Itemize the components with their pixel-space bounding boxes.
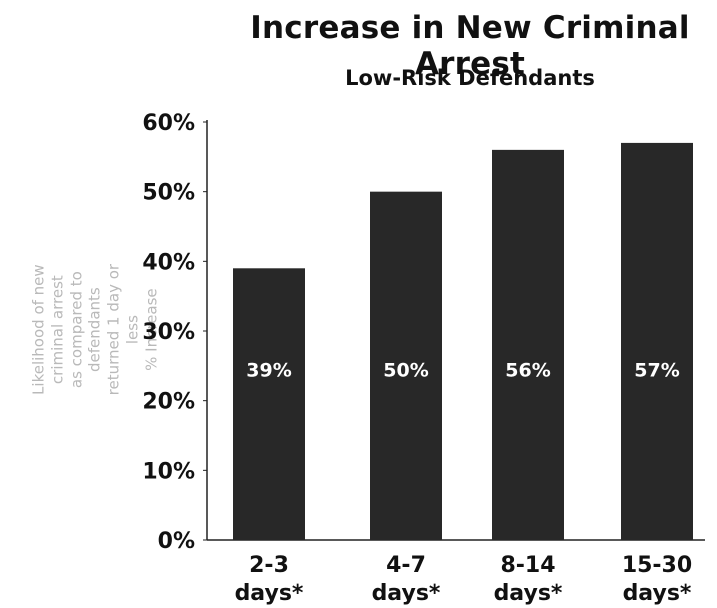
- y-tick-label: 50%: [142, 181, 195, 206]
- y-tick-label: 40%: [142, 250, 195, 275]
- x-category-label-3-line1: 8-14: [500, 553, 555, 578]
- y-tick-label: 30%: [142, 320, 195, 345]
- x-category-label-3-line2: days*: [494, 581, 563, 606]
- x-category-label-4-line2: days*: [623, 581, 692, 606]
- y-tick-label: 60%: [142, 111, 195, 136]
- bar-value-label-4: 57%: [634, 359, 679, 381]
- y-tick-label: 20%: [142, 390, 195, 415]
- chart-subtitle: Low-Risk Defendants: [345, 66, 595, 90]
- bar-value-label-1: 39%: [246, 359, 291, 381]
- bar-3: [492, 149, 564, 540]
- y-tick-label: 0%: [158, 529, 195, 554]
- x-category-label-2-line2: days*: [372, 581, 441, 606]
- x-category-label-2-line1: 4-7: [386, 553, 426, 578]
- y-tick-label: 10%: [142, 459, 195, 484]
- chart-title: Increase in New Criminal Arrest: [250, 10, 690, 82]
- x-category-label-1-line2: days*: [235, 581, 304, 606]
- bar-1: [233, 268, 305, 540]
- bar-value-label-2: 50%: [383, 359, 428, 381]
- bar-2: [370, 191, 442, 540]
- bar-value-label-3: 56%: [505, 359, 550, 381]
- x-category-label-4-line1: 15-30: [622, 553, 692, 578]
- x-category-label-1-line1: 2-3: [249, 553, 289, 578]
- bar-4: [621, 142, 693, 540]
